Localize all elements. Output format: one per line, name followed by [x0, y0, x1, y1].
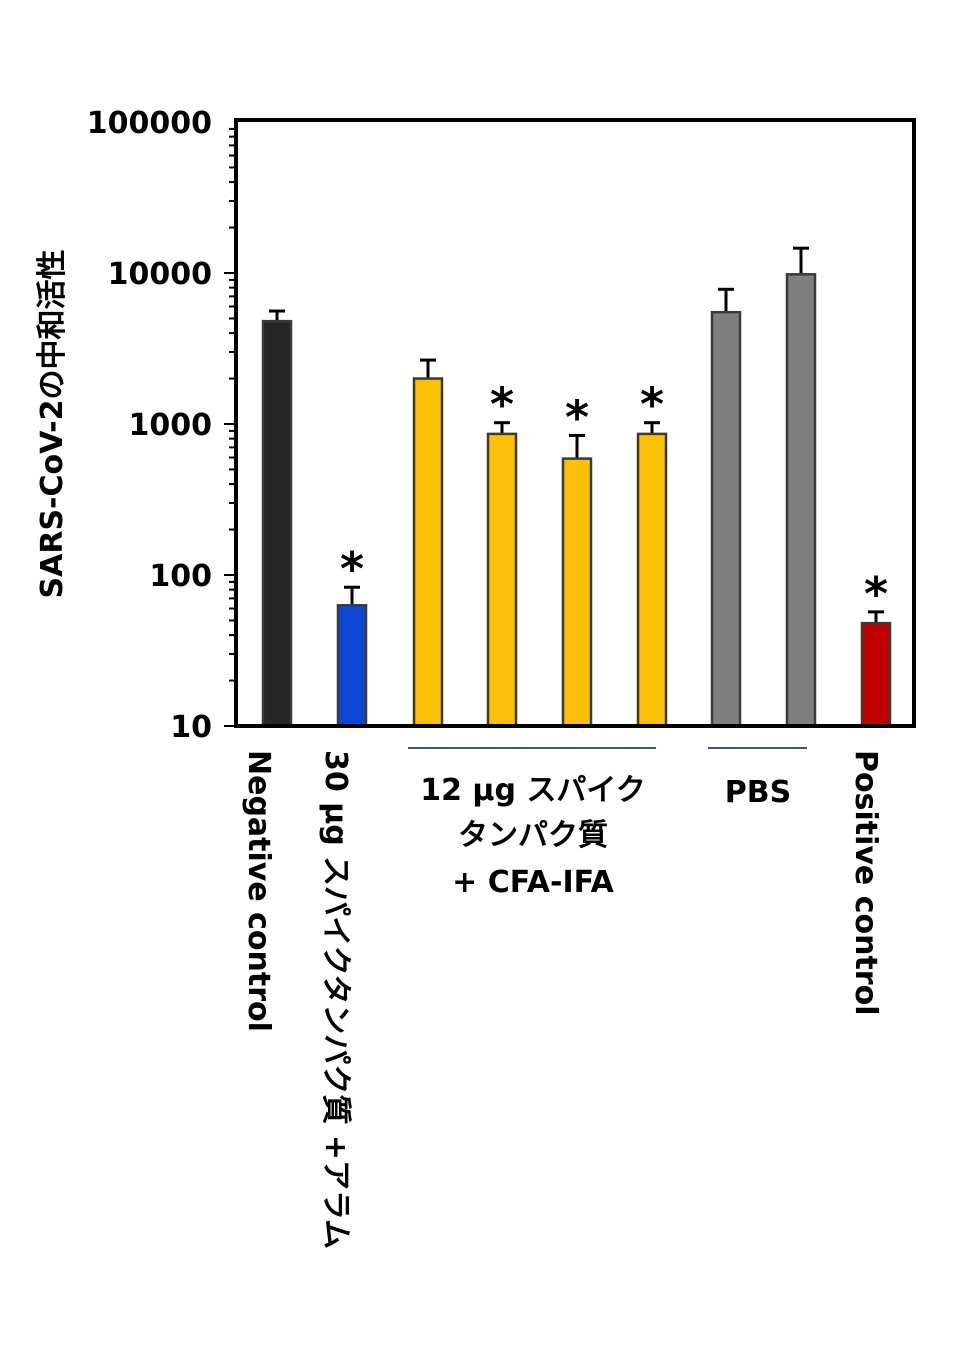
significance-asterisk: *: [340, 542, 364, 596]
y-tick-labels: 10 100 1000 10000 100000: [87, 106, 212, 745]
y-tick-label: 100: [149, 559, 212, 594]
significance-asterisk: *: [640, 378, 664, 432]
bar: [860, 621, 892, 728]
label-cfa-group-line1: 12 µg スパイク: [420, 773, 646, 808]
bars: * * * * *: [261, 246, 892, 728]
bar: [336, 604, 368, 728]
bar: [636, 432, 668, 728]
label-cfa-group-line2: タンパク質: [458, 818, 608, 853]
significance-asterisk: *: [864, 567, 888, 621]
y-tick-label: 1000: [129, 408, 213, 443]
y-axis-title: SARS-CoV-2の中和活性: [35, 250, 70, 599]
bar: [412, 377, 444, 728]
bar: [710, 310, 742, 728]
bar: [561, 457, 593, 728]
y-tick-label: 10: [170, 710, 212, 745]
y-tick-label: 10000: [108, 257, 212, 292]
y-tick-label: 100000: [87, 106, 212, 141]
plot-frame: [234, 118, 916, 728]
label-negative-control: Negative control: [241, 750, 276, 1032]
significance-asterisk: *: [490, 378, 514, 432]
bar: [486, 432, 518, 728]
label-alum-group: 30 µg スパイクタンパク質 +アラム: [318, 750, 353, 1249]
label-positive-control: Positive control: [848, 750, 883, 1016]
label-pbs-group: PBS: [725, 775, 791, 810]
label-cfa-group-line3: + CFA-IFA: [452, 865, 615, 900]
bar: [785, 273, 817, 728]
significance-asterisk: *: [565, 390, 589, 444]
bar: [261, 319, 293, 728]
